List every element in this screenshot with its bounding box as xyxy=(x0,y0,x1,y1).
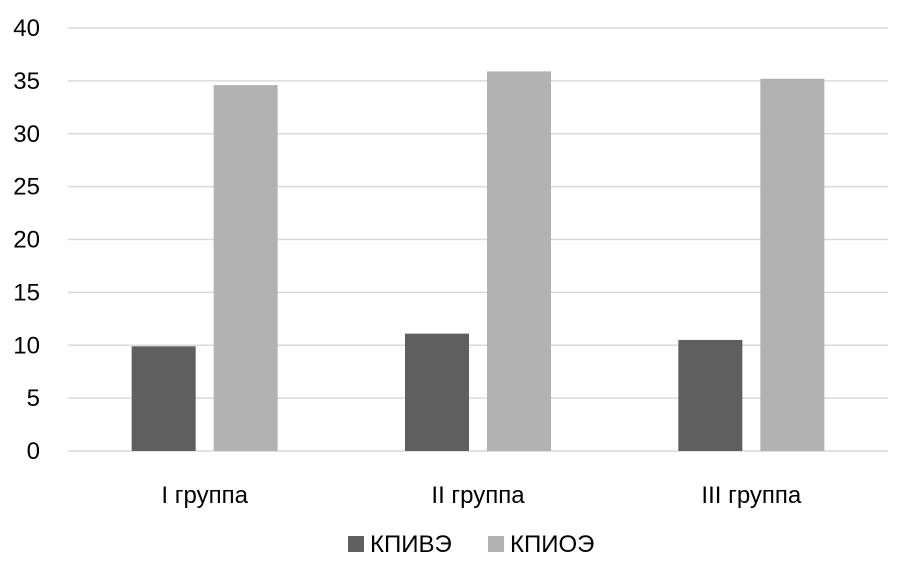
bar-kpive-1 xyxy=(131,346,196,451)
y-axis-ticks: 0 5 10 15 20 25 30 35 40 xyxy=(13,15,40,465)
x-category-label: II группа xyxy=(431,482,525,509)
y-tick-label: 40 xyxy=(13,15,40,42)
y-tick-label: 0 xyxy=(27,438,40,465)
y-tick-label: 20 xyxy=(13,227,40,254)
legend: КПИВЭ КПИОЭ xyxy=(348,531,594,558)
y-tick-label: 15 xyxy=(13,279,40,306)
legend-swatch-2 xyxy=(488,536,504,552)
bars xyxy=(131,71,825,452)
bar-kpive-3 xyxy=(678,339,743,451)
bar-kpioe-2 xyxy=(487,71,551,452)
x-category-label: I группа xyxy=(161,482,248,509)
x-category-label: III группа xyxy=(701,482,801,509)
y-tick-label: 30 xyxy=(13,121,40,148)
bar-kpioe-3 xyxy=(760,78,825,451)
legend-label-1: КПИВЭ xyxy=(370,531,452,558)
y-tick-label: 10 xyxy=(13,332,40,359)
y-tick-label: 35 xyxy=(13,68,40,95)
legend-label-2: КПИОЭ xyxy=(510,531,594,558)
legend-swatch-1 xyxy=(348,536,364,552)
y-tick-label: 25 xyxy=(13,174,40,201)
gridlines xyxy=(68,27,888,452)
y-tick-label: 5 xyxy=(27,385,40,412)
bar-kpive-2 xyxy=(405,333,469,451)
bar-kpioe-1 xyxy=(213,85,278,451)
x-axis-ticks: I группа II группа III группа xyxy=(161,482,801,509)
